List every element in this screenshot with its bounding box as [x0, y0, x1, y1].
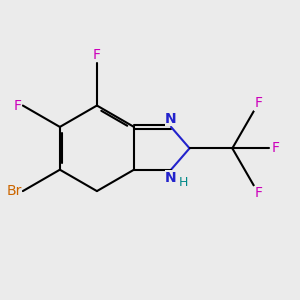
Text: F: F	[255, 187, 263, 200]
Text: N: N	[165, 112, 177, 126]
Text: F: F	[255, 96, 263, 110]
Text: N: N	[165, 171, 177, 185]
Text: H: H	[179, 176, 188, 190]
Text: F: F	[93, 48, 101, 62]
Text: Br: Br	[6, 184, 22, 198]
Text: F: F	[14, 98, 22, 112]
Text: F: F	[272, 141, 280, 155]
